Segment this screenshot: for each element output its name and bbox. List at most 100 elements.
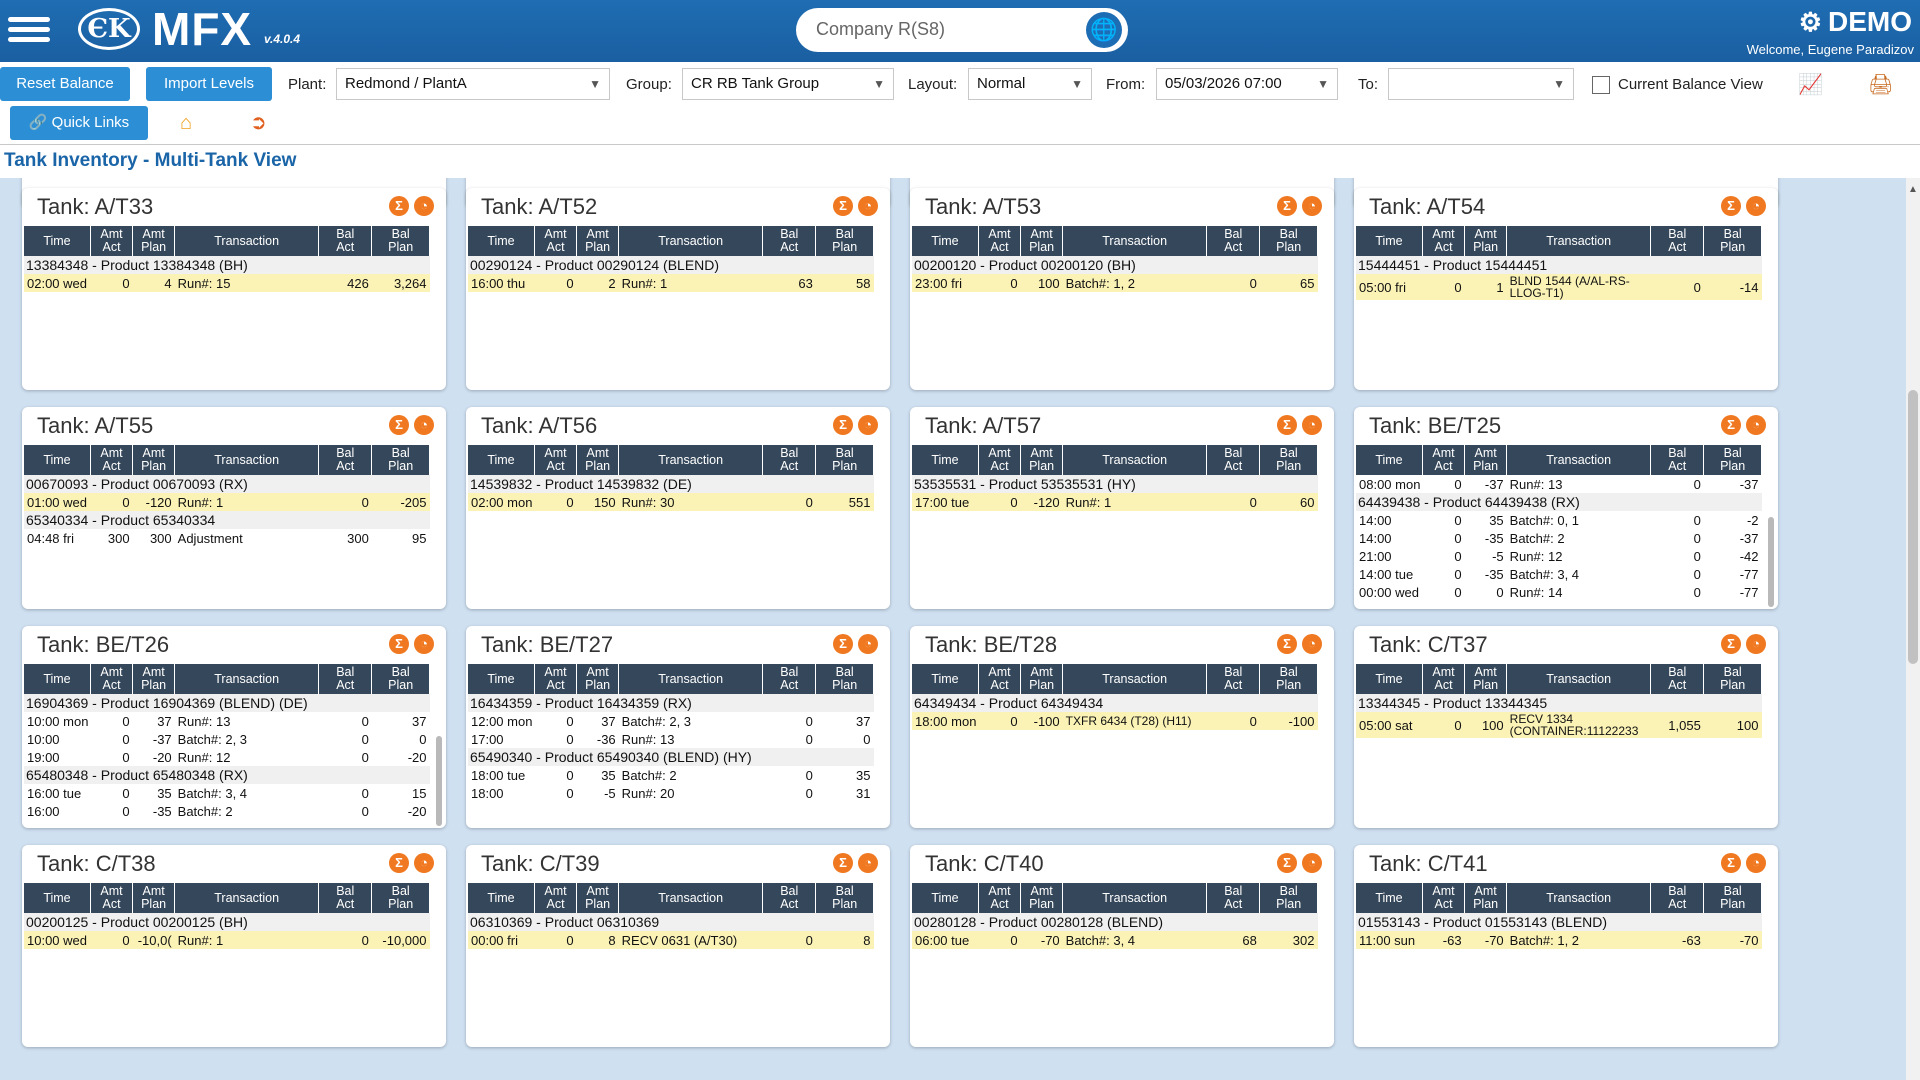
column-header[interactable]: Transaction [1062, 883, 1208, 913]
gear-icon[interactable]: ⚙ [1798, 7, 1822, 37]
column-header[interactable]: Time [24, 883, 91, 913]
transaction-row[interactable]: 10:00 mon 0 37 Run#: 13 0 37 [24, 712, 430, 730]
product-row[interactable]: 00290124 - Product 00290124 (BLEND) [468, 256, 874, 274]
column-header[interactable]: Time [1356, 664, 1423, 694]
column-header[interactable]: Amt Act [534, 226, 578, 256]
gauge-icon[interactable]: ◔ [1746, 853, 1766, 873]
sum-icon[interactable]: Σ [1277, 853, 1297, 873]
gauge-icon[interactable]: ◔ [414, 853, 434, 873]
product-row[interactable]: 01553143 - Product 01553143 (BLEND) [1356, 913, 1762, 931]
column-header[interactable]: Amt Plan [132, 445, 176, 475]
column-header[interactable]: Amt Plan [132, 226, 176, 256]
column-header[interactable]: Amt Plan [1020, 664, 1064, 694]
column-header[interactable]: Amt Plan [1020, 445, 1064, 475]
product-row[interactable]: 64349434 - Product 64349434 [912, 694, 1318, 712]
product-row[interactable]: 00200125 - Product 00200125 (BH) [24, 913, 430, 931]
column-header[interactable]: Bal Plan [815, 226, 874, 256]
transaction-row[interactable]: 14:00 0 35 Batch#: 0, 1 0 -2 [1356, 511, 1762, 529]
column-header[interactable]: Amt Act [90, 226, 134, 256]
card-scrollbar[interactable] [436, 736, 442, 826]
column-header[interactable]: Time [1356, 226, 1423, 256]
gauge-icon[interactable]: ◔ [1746, 634, 1766, 654]
gauge-icon[interactable]: ◔ [858, 634, 878, 654]
column-header[interactable]: Amt Plan [576, 226, 620, 256]
column-header[interactable]: Bal Plan [1703, 226, 1762, 256]
gauge-icon[interactable]: ◔ [414, 415, 434, 435]
column-header[interactable]: Transaction [1506, 664, 1652, 694]
column-header[interactable]: Amt Plan [1464, 226, 1508, 256]
column-header[interactable]: Transaction [1062, 226, 1208, 256]
sum-icon[interactable]: Σ [1277, 415, 1297, 435]
group-select[interactable]: CR RB Tank Group ▼ [682, 68, 894, 100]
product-row[interactable]: 16434359 - Product 16434359 (RX) [468, 694, 874, 712]
transaction-row[interactable]: 02:00 wed 0 4 Run#: 15 426 3,264 [24, 274, 430, 292]
column-header[interactable]: Amt Plan [576, 445, 620, 475]
transaction-row[interactable]: 05:00 sat 0 100 RECV 1334 (CONTAINER:111222… [1356, 712, 1762, 738]
product-row[interactable]: 00280128 - Product 00280128 (BLEND) [912, 913, 1318, 931]
column-header[interactable]: Transaction [174, 445, 320, 475]
column-header[interactable]: Transaction [618, 883, 764, 913]
export-icon[interactable]: 📈 [1798, 74, 1823, 96]
transaction-row[interactable]: 18:00 tue 0 35 Batch#: 2 0 35 [468, 766, 874, 784]
product-row[interactable]: 14539832 - Product 14539832 (DE) [468, 475, 874, 493]
print-icon[interactable]: 🖨 [1868, 74, 1894, 96]
company-selector[interactable]: Company R(S8) 🌐 [796, 8, 1128, 52]
transaction-row[interactable]: 10:00 0 -37 Batch#: 2, 3 0 0 [24, 730, 430, 748]
column-header[interactable]: Bal Act [318, 664, 373, 694]
column-header[interactable]: Bal Plan [371, 445, 430, 475]
column-header[interactable]: Transaction [1506, 226, 1652, 256]
transaction-row[interactable]: 19:00 0 -20 Run#: 12 0 -20 [24, 748, 430, 766]
column-header[interactable]: Time [24, 226, 91, 256]
column-header[interactable]: Bal Act [1206, 664, 1261, 694]
column-header[interactable]: Bal Plan [1259, 664, 1318, 694]
product-row[interactable]: 65340334 - Product 65340334 [24, 511, 430, 529]
product-row[interactable]: 53535531 - Product 53535531 (HY) [912, 475, 1318, 493]
sum-icon[interactable]: Σ [833, 415, 853, 435]
product-row[interactable]: 13384348 - Product 13384348 (BH) [24, 256, 430, 274]
column-header[interactable]: Amt Act [90, 664, 134, 694]
column-header[interactable]: Bal Plan [1259, 445, 1318, 475]
column-header[interactable]: Bal Plan [815, 445, 874, 475]
column-header[interactable]: Time [912, 883, 979, 913]
sum-icon[interactable]: Σ [1277, 634, 1297, 654]
column-header[interactable]: Amt Act [534, 883, 578, 913]
column-header[interactable]: Bal Act [318, 883, 373, 913]
gauge-icon[interactable]: ◔ [414, 634, 434, 654]
transaction-row[interactable]: 17:00 0 -36 Run#: 13 0 0 [468, 730, 874, 748]
column-header[interactable]: Amt Plan [1464, 445, 1508, 475]
transaction-row[interactable]: 02:00 mon 0 150 Run#: 30 0 551 [468, 493, 874, 511]
column-header[interactable]: Bal Plan [371, 664, 430, 694]
column-header[interactable]: Amt Plan [1020, 883, 1064, 913]
column-header[interactable]: Amt Act [1422, 445, 1466, 475]
scroll-thumb[interactable] [1908, 390, 1918, 664]
transaction-row[interactable]: 14:00 0 -35 Batch#: 2 0 -37 [1356, 529, 1762, 547]
transaction-row[interactable]: 01:00 wed 0 -120 Run#: 1 0 -205 [24, 493, 430, 511]
transaction-row[interactable]: 10:00 wed 0 -10,0(Run#: 1 0 -10,000 [24, 931, 430, 949]
sum-icon[interactable]: Σ [389, 634, 409, 654]
column-header[interactable]: Transaction [174, 226, 320, 256]
transaction-row[interactable]: 14:00 tue 0 -35 Batch#: 3, 4 0 -77 [1356, 565, 1762, 583]
gauge-icon[interactable]: ◔ [414, 196, 434, 216]
column-header[interactable]: Bal Act [762, 883, 817, 913]
column-header[interactable]: Amt Plan [1464, 883, 1508, 913]
column-header[interactable]: Time [468, 664, 535, 694]
scroll-up-icon[interactable]: ▲ [1908, 184, 1918, 195]
column-header[interactable]: Amt Plan [576, 664, 620, 694]
column-header[interactable]: Bal Act [318, 445, 373, 475]
column-header[interactable]: Bal Act [762, 226, 817, 256]
column-header[interactable]: Transaction [1062, 445, 1208, 475]
column-header[interactable]: Bal Act [1650, 445, 1705, 475]
to-date-input[interactable]: ▼ [1388, 68, 1574, 100]
column-header[interactable]: Time [912, 445, 979, 475]
quick-links-button[interactable]: 🔗 Quick Links [10, 106, 148, 140]
column-header[interactable]: Bal Plan [815, 883, 874, 913]
column-header[interactable]: Transaction [1062, 664, 1208, 694]
transaction-row[interactable]: 00:00 fri 0 8 RECV 0631 (A/T30) 0 8 [468, 931, 874, 949]
column-header[interactable]: Amt Plan [576, 883, 620, 913]
column-header[interactable]: Transaction [174, 883, 320, 913]
product-row[interactable]: 00200120 - Product 00200120 (BH) [912, 256, 1318, 274]
product-row[interactable]: 06310369 - Product 06310369 [468, 913, 874, 931]
column-header[interactable]: Bal Plan [1703, 445, 1762, 475]
column-header[interactable]: Bal Plan [1703, 883, 1762, 913]
product-row[interactable]: 65490340 - Product 65490340 (BLEND) (HY) [468, 748, 874, 766]
